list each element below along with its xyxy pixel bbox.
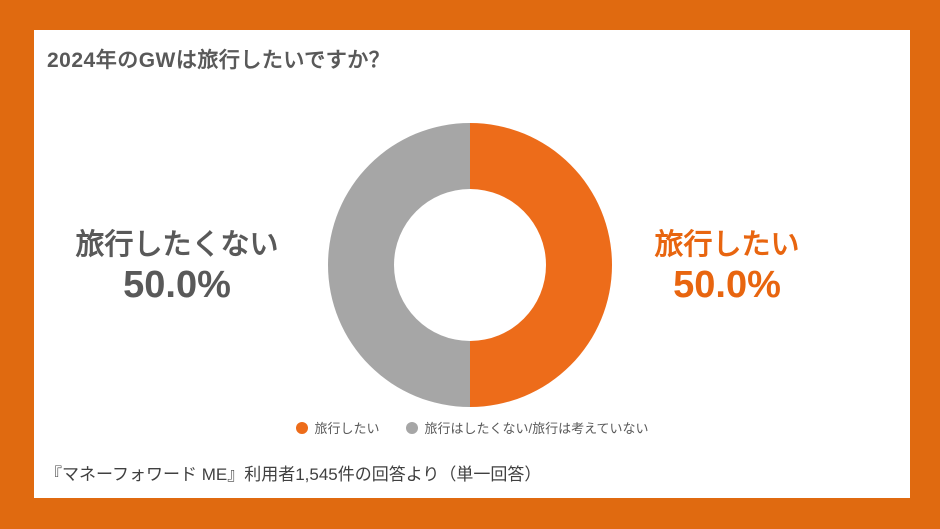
callout-right-label: 旅行したい [654, 229, 800, 261]
legend-item: 旅行したい [295, 418, 380, 437]
legend-item-label: 旅行はしたくない/旅行は考えていない [424, 421, 649, 436]
callout-right-value: 50.0% [673, 264, 781, 307]
donut-chart [328, 123, 612, 407]
callout-left-label: 旅行したくない [75, 229, 279, 261]
source-note: 『マネーフォワード ME』利用者1,545件の回答より（単一回答） [45, 465, 542, 484]
legend: 旅行したい 旅行はしたくない/旅行は考えていない [34, 418, 910, 437]
chart-canvas: 2024年のGWは旅行したいですか？ 旅行したくない 50.0% 旅行したい 5… [34, 30, 910, 498]
callout-left: 旅行したくない 50.0% [34, 226, 320, 308]
callout-right: 旅行したい 50.0% [584, 226, 870, 308]
chart-title: 2024年のGWは旅行したいですか？ [47, 49, 391, 72]
legend-item-label: 旅行したい [314, 421, 380, 436]
legend-dot-icon [405, 421, 418, 434]
callout-left-value: 50.0% [123, 264, 231, 307]
donut-hole [394, 189, 546, 341]
legend-dot-icon [295, 421, 308, 434]
legend-item: 旅行はしたくない/旅行は考えていない [405, 418, 649, 437]
